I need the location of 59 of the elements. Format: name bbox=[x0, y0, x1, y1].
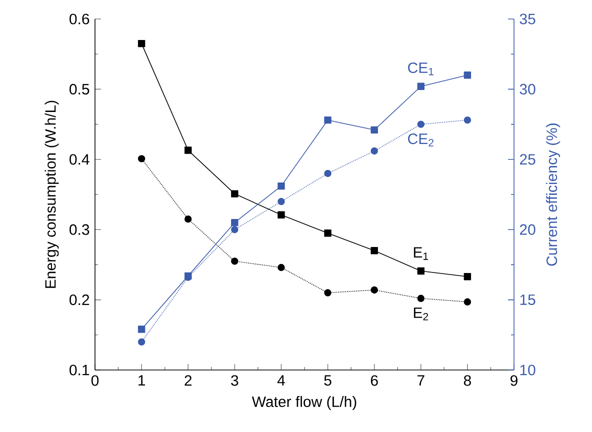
point bbox=[184, 215, 192, 223]
x-tick-label: 9 bbox=[510, 375, 518, 386]
y2-tick-label: 15 bbox=[520, 294, 536, 306]
point bbox=[231, 218, 238, 226]
y-tick-label: 0.4 bbox=[70, 154, 90, 165]
point bbox=[184, 146, 192, 154]
point bbox=[324, 170, 332, 178]
x-tick-label: 8 bbox=[464, 375, 471, 386]
y-tick-label: 0.6 bbox=[70, 14, 90, 24]
point bbox=[464, 298, 472, 306]
point bbox=[278, 211, 285, 218]
y2-tick-label: 30 bbox=[520, 84, 536, 94]
y2-tick-label: 35 bbox=[520, 14, 536, 24]
x-tick-label: 5 bbox=[324, 375, 332, 386]
x-tick-label: 7 bbox=[417, 375, 424, 386]
series-label: CE$_{2}$ bbox=[408, 134, 434, 146]
point bbox=[324, 289, 332, 296]
series-label: CE$_{1}$ bbox=[408, 62, 434, 76]
y2-tick-label: 10 bbox=[520, 364, 536, 376]
point bbox=[370, 126, 378, 134]
point bbox=[278, 198, 285, 206]
point bbox=[278, 182, 285, 190]
y2-tick-label: 25 bbox=[520, 154, 536, 165]
point bbox=[370, 247, 378, 254]
point bbox=[231, 226, 238, 234]
point bbox=[417, 82, 424, 90]
point bbox=[417, 120, 424, 128]
point bbox=[231, 258, 238, 265]
series-label: E$_{1}$ bbox=[414, 247, 428, 260]
point bbox=[464, 72, 472, 79]
point bbox=[417, 294, 424, 302]
point bbox=[138, 338, 146, 346]
point bbox=[324, 230, 332, 237]
point bbox=[464, 116, 472, 124]
x-tick-label: 1 bbox=[138, 375, 145, 386]
y-tick-label: 0.1 bbox=[70, 364, 90, 376]
point bbox=[138, 155, 146, 162]
point bbox=[370, 147, 378, 155]
x-tick-label: 3 bbox=[231, 375, 238, 386]
point bbox=[231, 190, 238, 198]
point bbox=[324, 116, 332, 124]
y2-tick-label: 20 bbox=[520, 224, 536, 235]
x-tick-label: 4 bbox=[277, 375, 285, 386]
point bbox=[464, 273, 472, 280]
x-tick-label: 6 bbox=[370, 375, 378, 386]
point bbox=[370, 286, 378, 294]
series-label: E$_{2}$ bbox=[414, 308, 428, 320]
point bbox=[138, 40, 146, 48]
point bbox=[417, 267, 424, 275]
x-axis-title: Water flow (L/h) bbox=[252, 396, 356, 410]
point bbox=[278, 264, 285, 272]
y2-axis-title: Current efficiency (%) bbox=[546, 123, 560, 266]
y-tick-label: 0.2 bbox=[70, 294, 90, 306]
x-tick-label: 2 bbox=[184, 375, 192, 386]
point bbox=[138, 326, 146, 333]
y-tick-label: 0.5 bbox=[70, 84, 90, 95]
y-axis-title: Energy consumption (W.h/L) bbox=[44, 100, 59, 288]
x-tick-label: 0 bbox=[91, 375, 99, 386]
y-tick-label: 0.3 bbox=[70, 224, 90, 235]
